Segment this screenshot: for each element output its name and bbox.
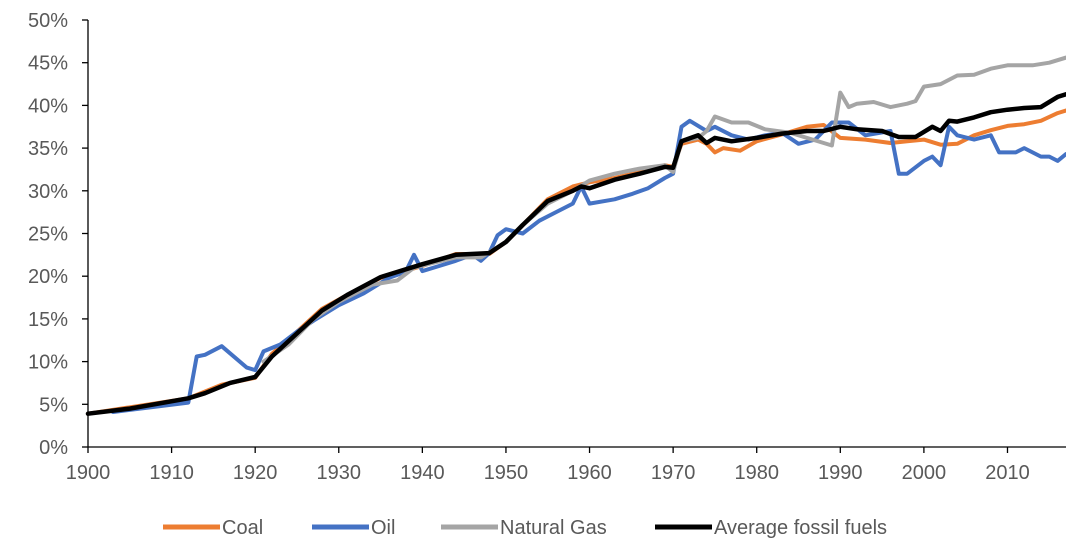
y-tick-label: 50% [28, 10, 68, 32]
x-tick-label: 1960 [567, 462, 612, 484]
y-tick-label: 10% [28, 352, 68, 374]
legend: Coal Oil Natural Gas Average fossil fuels [163, 517, 887, 539]
legend-label-natural-gas: Natural Gas [500, 517, 607, 539]
series-lines [85, 55, 1066, 416]
x-tick-label: 1900 [66, 462, 111, 484]
legend-label-coal: Coal [222, 517, 263, 539]
x-tick-label: 1950 [484, 462, 529, 484]
x-tick-label: 1940 [400, 462, 445, 484]
y-tick-label: 30% [28, 181, 68, 203]
x-tick-label: 1990 [818, 462, 863, 484]
legend-label-oil: Oil [371, 517, 395, 539]
x-axis-ticks: 1900 1910 1920 1930 1940 1950 1960 1970 1980 1990… [66, 447, 1030, 484]
y-tick-label: 45% [28, 53, 68, 75]
y-tick-label: 20% [28, 266, 68, 288]
y-tick-label: 5% [39, 394, 68, 416]
series-line-oil [111, 118, 1066, 414]
x-tick-label: 1930 [317, 462, 362, 484]
x-tick-label: 1920 [233, 462, 278, 484]
series-line-coal [86, 108, 1066, 416]
series-line-average-fossil-fuels [85, 92, 1066, 416]
x-tick-label: 1980 [734, 462, 779, 484]
x-tick-label: 1910 [149, 462, 194, 484]
y-tick-label: 15% [28, 309, 68, 331]
y-tick-label: 25% [28, 224, 68, 246]
y-tick-label: 0% [39, 437, 68, 459]
series-line-natural-gas [261, 55, 1066, 364]
legend-label-average-fossil-fuels: Average fossil fuels [714, 517, 887, 539]
y-tick-label: 40% [28, 95, 68, 117]
x-tick-label: 2010 [985, 462, 1030, 484]
x-tick-label: 1970 [651, 462, 696, 484]
x-tick-label: 2000 [902, 462, 947, 484]
y-axis-ticks: 0% 5% 10% 15% 20% 25% 30% 35% 40% 45% 50% [28, 10, 88, 459]
y-tick-label: 35% [28, 138, 68, 160]
